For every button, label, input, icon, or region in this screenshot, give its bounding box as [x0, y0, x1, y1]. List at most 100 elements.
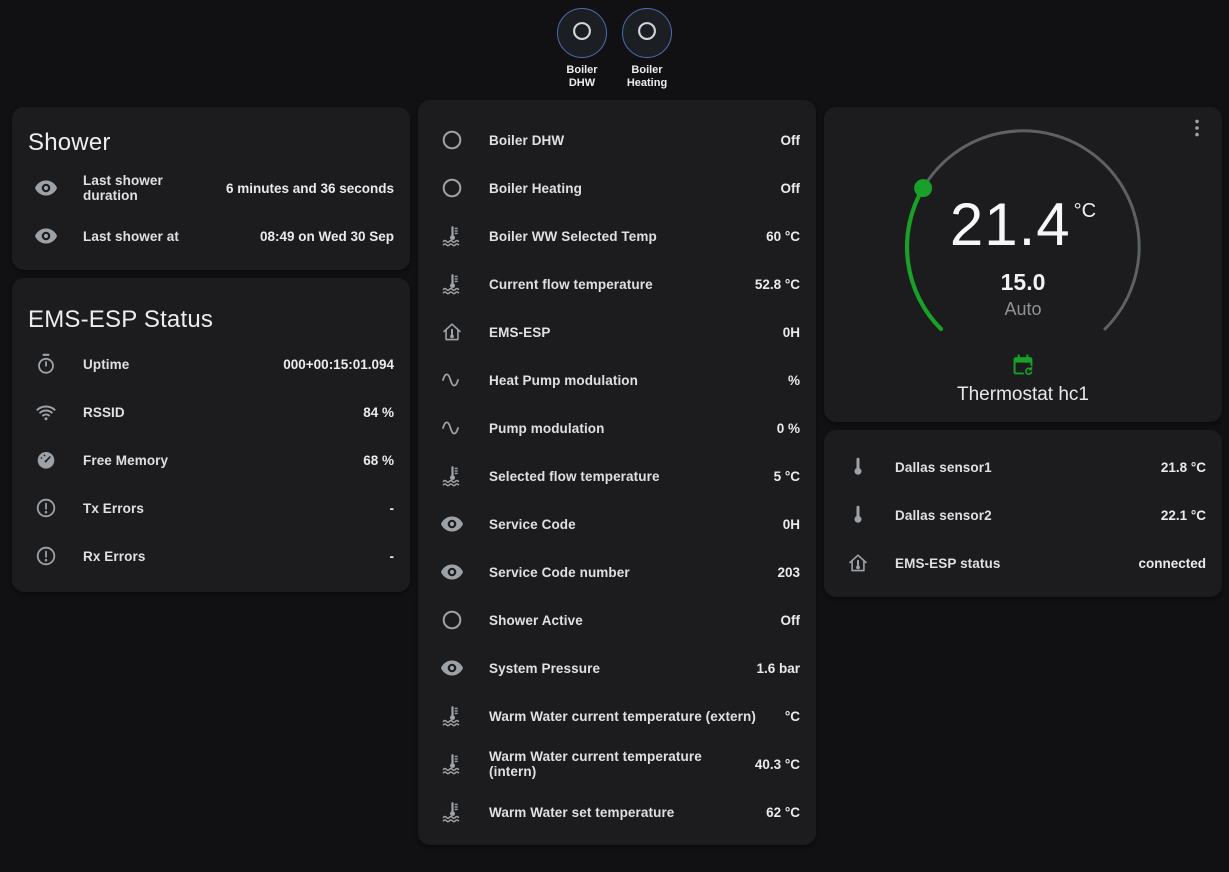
card-title: EMS-ESP Status [28, 306, 214, 333]
entity-row[interactable]: Boiler Heating Off [418, 164, 816, 212]
wifi-icon [34, 400, 58, 424]
timer-icon [34, 352, 58, 376]
entity-row[interactable]: Pump modulation 0 % [418, 404, 816, 452]
thermostat-card: 21.4 °C 15.0 Auto Thermostat hc1 [824, 107, 1222, 422]
boiler-badge-button[interactable]: Boiler DHW [554, 8, 611, 90]
eye-icon [34, 176, 58, 200]
entity-label: Heat Pump modulation [489, 372, 639, 388]
badge-label: Boiler Heating [626, 64, 668, 89]
current-temperature: 21.4 °C [824, 193, 1222, 257]
entity-row[interactable]: EMS-ESP status connected [824, 539, 1222, 587]
entity-row[interactable]: Selected flow temperature 5 °C [418, 452, 816, 500]
ems-esp-status-card: EMS-ESP Status Uptime 000+00:15:01.094 R… [12, 278, 410, 592]
dial-track [921, 129, 1141, 331]
entity-label: Tx Errors [83, 500, 144, 516]
entity-value: 84 % [363, 404, 394, 420]
kebab-menu-icon[interactable] [1185, 116, 1209, 140]
thermometer-icon [846, 503, 870, 527]
entity-row[interactable]: RSSID 84 % [12, 388, 410, 436]
hvac-mode-label: Auto [1004, 299, 1042, 319]
badge-bar: Boiler DHW Boiler Heating [0, 8, 1229, 90]
eye-icon [440, 512, 464, 536]
entity-row[interactable]: Service Code number 203 [418, 548, 816, 596]
badge-circle [557, 8, 607, 58]
dial-handle[interactable] [914, 179, 933, 198]
entity-row[interactable]: EMS-ESP 0H [418, 308, 816, 356]
entity-value: Off [780, 132, 801, 148]
entity-row[interactable]: Rx Errors - [12, 532, 410, 580]
entity-value: Off [780, 180, 801, 196]
home-thermometer-icon [846, 551, 870, 575]
entity-label: Service Code number [489, 564, 630, 580]
entity-value: % [787, 372, 800, 388]
badge-label: Boiler DHW [566, 64, 598, 89]
entity-value: 62 °C [766, 804, 800, 820]
entity-label: Boiler Heating [489, 180, 582, 196]
entity-value: 68 % [363, 452, 394, 468]
entity-label: Free Memory [83, 452, 169, 468]
entity-value: 5 °C [773, 468, 800, 484]
thermometer-water-icon [440, 224, 464, 248]
entity-row[interactable]: Heat Pump modulation % [418, 356, 816, 404]
thermometer-water-icon [440, 704, 464, 728]
entity-value: - [389, 500, 395, 516]
target-temperature: 15.0 [1000, 269, 1046, 295]
circle-icon [440, 128, 464, 152]
entity-row[interactable]: Last shower duration 6 minutes and 36 se… [12, 164, 410, 212]
entity-label: Warm Water current temperature (intern) [489, 749, 702, 779]
entity-label: Boiler WW Selected Temp [489, 228, 657, 244]
entity-row[interactable]: System Pressure 1.6 bar [418, 644, 816, 692]
entity-value: 40.3 °C [754, 756, 800, 772]
circle-icon [440, 608, 464, 632]
entity-label: Warm Water current temperature (extern) [489, 708, 756, 724]
sine-wave-icon [440, 368, 464, 392]
entity-row[interactable]: Warm Water current temperature (extern) … [418, 692, 816, 740]
home-thermometer-icon [440, 320, 464, 344]
entity-label: Shower Active [489, 612, 583, 628]
entity-label: EMS-ESP status [895, 555, 1001, 571]
entity-label: Service Code [489, 516, 576, 532]
eye-icon [34, 224, 58, 248]
calendar-sync-icon [824, 352, 1222, 378]
boiler-badge-button[interactable]: Boiler Heating [619, 8, 676, 90]
entity-label: Current flow temperature [489, 276, 653, 292]
entity-row[interactable]: Warm Water set temperature 62 °C [418, 788, 816, 836]
badge-circle [622, 8, 672, 58]
sine-wave-icon [440, 416, 464, 440]
boiler-entities-card: Boiler DHW Off Boiler Heating Off Boiler… [418, 100, 816, 845]
entity-row[interactable]: Dallas sensor1 21.8 °C [824, 443, 1222, 491]
entity-row[interactable]: Shower Active Off [418, 596, 816, 644]
entity-label: RSSID [83, 404, 125, 420]
entity-row[interactable]: Uptime 000+00:15:01.094 [12, 340, 410, 388]
thermometer-water-icon [440, 800, 464, 824]
entity-label: EMS-ESP [489, 324, 551, 340]
entity-row[interactable]: Free Memory 68 % [12, 436, 410, 484]
entity-row[interactable]: Service Code 0H [418, 500, 816, 548]
card-title: Shower [28, 129, 111, 156]
current-temperature-value: 21.4 [949, 191, 1071, 258]
entity-row[interactable]: Dallas sensor2 22.1 °C [824, 491, 1222, 539]
entity-value: 6 minutes and 36 seconds [225, 180, 394, 196]
entity-value: connected [1138, 555, 1206, 571]
thermometer-water-icon [440, 464, 464, 488]
entity-value: 0H [782, 324, 800, 340]
dallas-sensors-card: Dallas sensor1 21.8 °C Dallas sensor2 22… [824, 430, 1222, 597]
entity-row[interactable]: Current flow temperature 52.8 °C [418, 260, 816, 308]
entity-value: °C [784, 708, 800, 724]
radio-circle-icon [571, 20, 593, 47]
radio-circle-icon [636, 20, 658, 47]
entity-label: Last shower at [83, 228, 179, 244]
temperature-unit: °C [1073, 200, 1097, 222]
entity-value: 203 [777, 564, 800, 580]
thermostat-dial[interactable] [863, 107, 1183, 387]
entity-value: Off [780, 612, 801, 628]
entity-row[interactable]: Boiler WW Selected Temp 60 °C [418, 212, 816, 260]
entity-value: 08:49 on Wed 30 Sep [259, 228, 394, 244]
entity-row[interactable]: Last shower at 08:49 on Wed 30 Sep [12, 212, 410, 260]
alert-circle-icon [34, 544, 58, 568]
entity-label: Boiler DHW [489, 132, 565, 148]
entity-row[interactable]: Boiler DHW Off [418, 116, 816, 164]
shower-card: Shower Last shower duration 6 minutes an… [12, 107, 410, 270]
entity-row[interactable]: Warm Water current temperature (intern) … [418, 740, 816, 788]
entity-row[interactable]: Tx Errors - [12, 484, 410, 532]
